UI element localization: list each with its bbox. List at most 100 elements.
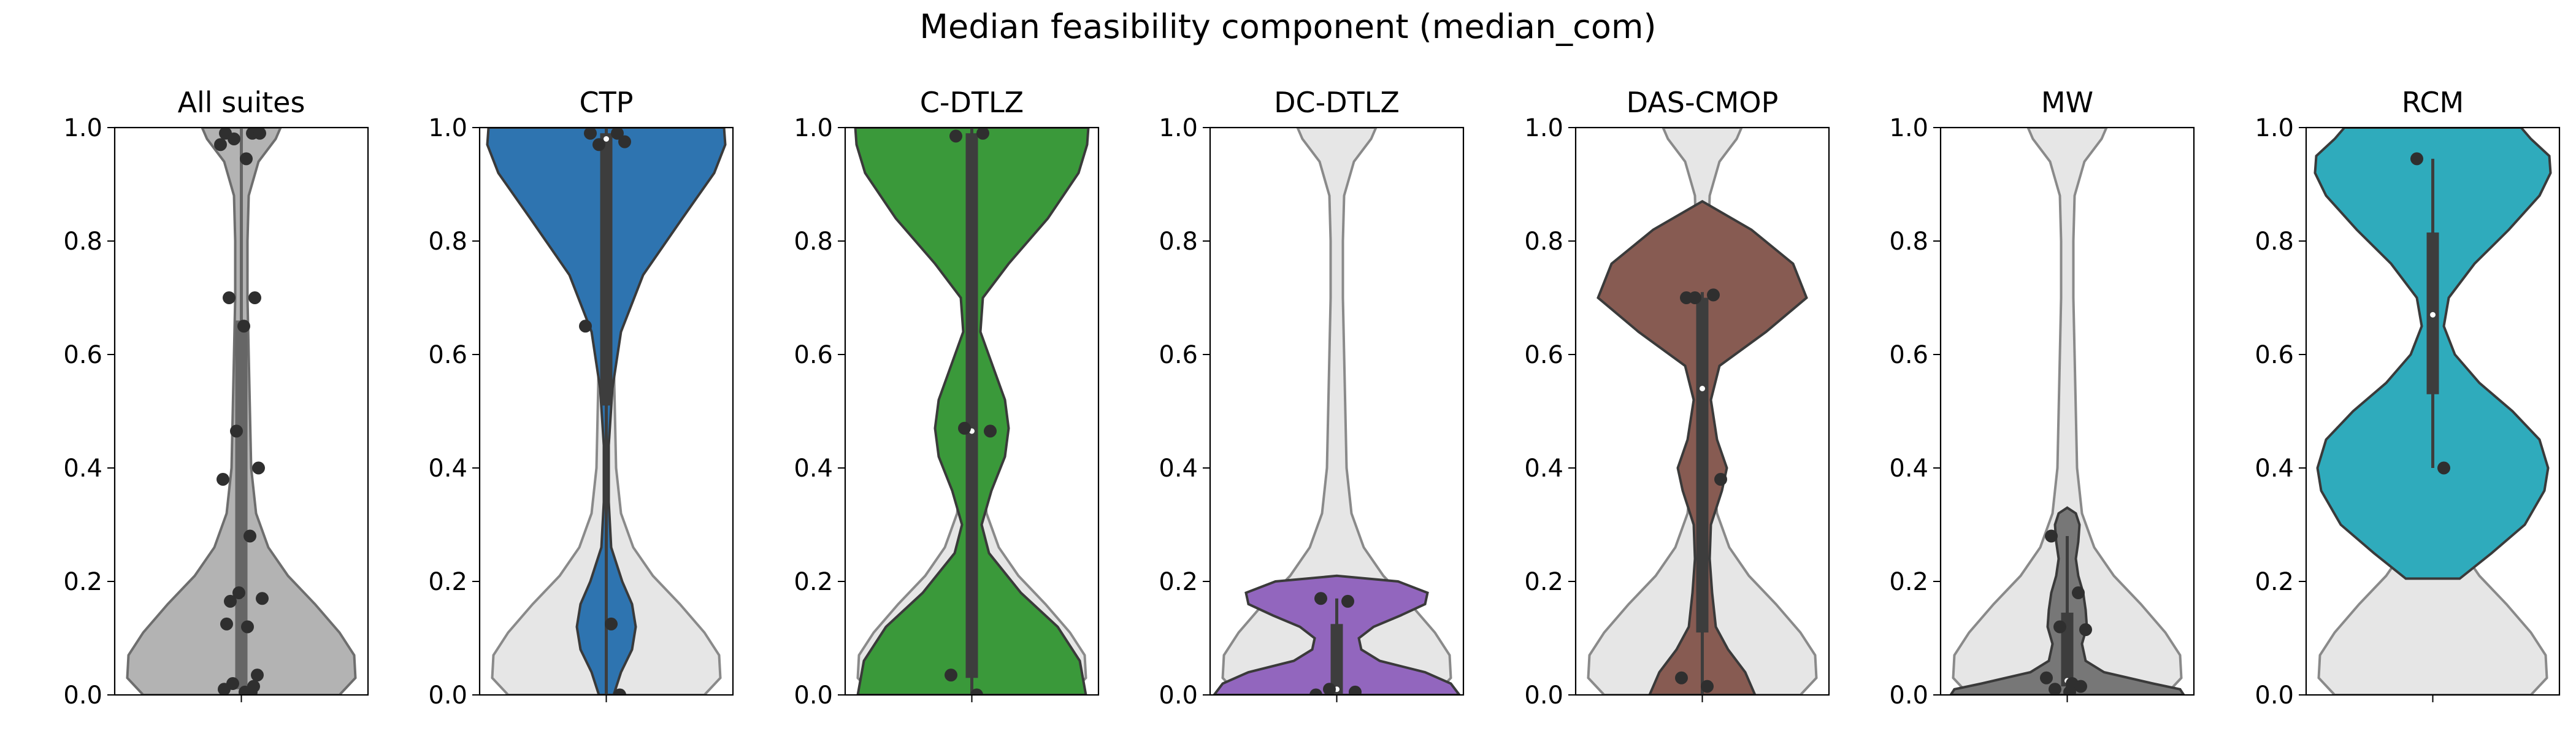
data-point xyxy=(1341,594,1354,608)
data-point xyxy=(217,473,229,486)
data-point xyxy=(228,132,240,145)
y-tick-label: 0.8 xyxy=(428,228,467,256)
iqr-box xyxy=(965,133,978,678)
plot-area-2 xyxy=(854,128,1090,695)
y-tick-label: 0.8 xyxy=(1889,228,1928,256)
data-point xyxy=(949,129,962,143)
y-tick-label: 1.0 xyxy=(1889,114,1928,142)
y-tick-label: 0.0 xyxy=(428,681,467,710)
y-tick-label: 1.0 xyxy=(428,114,467,142)
panel-0: 0.0 0.2 0.4 0.6 0.8 1.0 All suites xyxy=(63,86,369,710)
data-point xyxy=(970,688,983,695)
y-tick-label: 0.2 xyxy=(794,568,833,596)
data-point xyxy=(2053,620,2066,634)
data-point xyxy=(1707,288,1720,302)
data-point xyxy=(976,128,989,140)
data-point xyxy=(1309,688,1322,695)
panel-title: All suites xyxy=(178,86,305,119)
y-tick-label: 0.2 xyxy=(428,568,467,596)
panel-title: MW xyxy=(2041,86,2093,119)
y-tick-label: 0.4 xyxy=(1524,454,1563,483)
iqr-box xyxy=(1330,624,1343,695)
data-point xyxy=(2040,671,2053,684)
data-point xyxy=(2072,586,2085,599)
y-tick-label: 0.6 xyxy=(1889,341,1928,369)
data-point xyxy=(611,128,624,140)
plot-area-3 xyxy=(1212,128,1462,695)
panel-6: 0.0 0.2 0.4 0.6 0.8 1.0 RCM xyxy=(2255,86,2561,710)
panel-title: DC-DTLZ xyxy=(1274,86,1400,119)
y-tick-label: 1.0 xyxy=(1524,114,1563,142)
data-point xyxy=(2063,685,2076,695)
y-tick-label: 0.4 xyxy=(2255,454,2294,483)
data-point xyxy=(224,594,237,608)
y-tick-label: 0.8 xyxy=(2255,228,2294,256)
y-tick-label: 0.6 xyxy=(428,341,467,369)
panel-3: 0.0 0.2 0.4 0.6 0.8 1.0 DC-DTLZ xyxy=(1159,86,1465,710)
median-dot xyxy=(2430,312,2436,318)
data-point xyxy=(2074,680,2087,693)
data-point xyxy=(945,669,957,682)
data-point xyxy=(256,592,269,605)
data-point xyxy=(579,320,592,333)
y-tick-label: 0.0 xyxy=(1524,681,1563,710)
data-point xyxy=(223,291,236,304)
panel-title: CTP xyxy=(580,86,634,119)
data-point xyxy=(214,138,227,151)
data-point xyxy=(240,152,253,166)
y-tick-label: 0.8 xyxy=(1159,228,1198,256)
y-tick-label: 0.0 xyxy=(63,681,102,710)
data-point xyxy=(248,291,261,304)
y-tick-label: 1.0 xyxy=(794,114,833,142)
background-violin xyxy=(1952,128,2183,695)
y-tick-label: 0.2 xyxy=(2255,568,2294,596)
data-point xyxy=(230,424,243,438)
y-tick-label: 0.4 xyxy=(794,454,833,483)
data-point xyxy=(1323,683,1336,695)
data-point xyxy=(237,320,250,333)
data-point xyxy=(251,669,264,682)
y-tick-label: 0.6 xyxy=(2255,341,2294,369)
y-tick-label: 0.4 xyxy=(63,454,102,483)
data-point xyxy=(1689,291,1701,304)
data-point xyxy=(2437,461,2450,475)
data-point xyxy=(220,617,233,631)
y-tick-label: 0.2 xyxy=(63,568,102,596)
plot-area-5 xyxy=(1949,128,2185,695)
panels-layer: 0.0 0.2 0.4 0.6 0.8 1.0 All suites 0.0 0.2 0.4 0.6… xyxy=(63,86,2561,710)
y-tick-label: 0.0 xyxy=(794,681,833,710)
panel-1: 0.0 0.2 0.4 0.6 0.8 1.0 CTP xyxy=(428,86,734,710)
data-point xyxy=(1714,473,1727,486)
data-point xyxy=(218,683,231,695)
data-point xyxy=(2049,683,2061,695)
y-tick-label: 0.8 xyxy=(794,228,833,256)
figure-title: Median feasibility component (median_com… xyxy=(919,7,1656,46)
y-tick-label: 0.2 xyxy=(1524,568,1563,596)
plot-area-6 xyxy=(2313,128,2552,695)
panel-5: 0.0 0.2 0.4 0.6 0.8 1.0 MW xyxy=(1889,86,2195,710)
data-point xyxy=(241,620,254,634)
plot-area-4 xyxy=(1587,128,1818,695)
y-tick-label: 0.4 xyxy=(1889,454,1928,483)
y-tick-label: 0.6 xyxy=(1159,341,1198,369)
y-tick-label: 0.4 xyxy=(428,454,467,483)
plot-area-0 xyxy=(126,128,357,695)
y-tick-label: 0.2 xyxy=(1889,568,1928,596)
plot-area-1 xyxy=(486,128,727,695)
data-point xyxy=(2045,529,2058,543)
panel-4: 0.0 0.2 0.4 0.6 0.8 1.0 DAS-CMOP xyxy=(1524,86,1830,710)
data-point xyxy=(618,135,631,148)
data-point xyxy=(252,461,265,475)
iqr-box xyxy=(235,320,248,689)
y-tick-label: 0.8 xyxy=(1524,228,1563,256)
data-point xyxy=(984,424,997,438)
y-tick-label: 0.2 xyxy=(1159,568,1198,596)
data-point xyxy=(1675,671,1688,684)
data-point xyxy=(243,529,256,543)
median-dot xyxy=(604,136,609,142)
iqr-box xyxy=(600,133,613,406)
data-point xyxy=(232,586,245,599)
y-tick-label: 1.0 xyxy=(2255,114,2294,142)
y-tick-label: 0.4 xyxy=(1159,454,1198,483)
median-dot xyxy=(1700,386,1705,391)
